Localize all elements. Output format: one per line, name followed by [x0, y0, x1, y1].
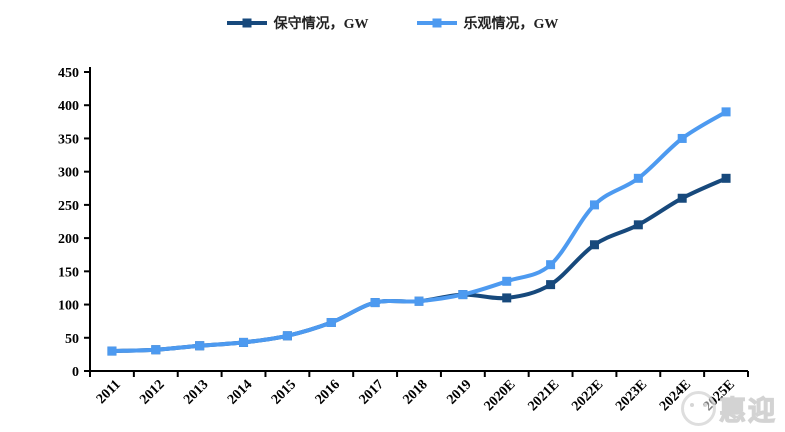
x-tick-label: 2014 — [225, 377, 255, 407]
x-tick-label: 2023E — [613, 377, 650, 414]
legend-item-conservative: 保守情况，GW — [226, 13, 369, 33]
data-point-optimistic-2023E — [633, 173, 643, 183]
legend-marker-conservative — [242, 18, 252, 28]
data-point-optimistic-2022E — [589, 200, 599, 210]
x-tick-label: 2013 — [181, 377, 211, 407]
legend-line-optimistic — [416, 18, 457, 28]
y-tick-label: 100 — [58, 299, 79, 314]
x-tick-label: 2021E — [525, 377, 562, 414]
data-point-optimistic-2014 — [239, 337, 249, 347]
data-point-optimistic-2012 — [151, 345, 161, 355]
y-tick-label: 200 — [58, 232, 79, 247]
data-point-optimistic-2019 — [458, 290, 468, 300]
x-tick-label: 2017 — [357, 377, 387, 407]
x-tick-label: 2016 — [313, 377, 343, 407]
data-point-conservative-2021E — [546, 280, 556, 290]
watermark: 惠迎 — [681, 389, 777, 428]
data-point-optimistic-2021E — [546, 260, 556, 270]
data-point-optimistic-2011 — [107, 346, 117, 356]
y-tick-label: 50 — [65, 332, 79, 347]
x-tick-label: 2019 — [444, 377, 474, 407]
data-point-optimistic-2018 — [414, 296, 424, 306]
chart-legend: 保守情况，GW 乐观情况，GW — [0, 13, 785, 33]
x-tick-label: 2020E — [482, 377, 519, 414]
y-tick-label: 300 — [58, 166, 79, 181]
y-tick-label: 250 — [58, 199, 79, 214]
data-point-optimistic-2020E — [502, 276, 512, 286]
legend-label-conservative: 保守情况，GW — [273, 17, 369, 32]
data-point-conservative-2024E — [677, 193, 687, 203]
data-point-conservative-2020E — [502, 293, 512, 303]
y-tick-label: 450 — [58, 66, 79, 81]
watermark-text: 惠迎 — [718, 395, 777, 426]
legend-line-conservative — [226, 18, 267, 28]
x-tick-label: 2015 — [269, 377, 299, 407]
data-point-conservative-2023E — [633, 220, 643, 230]
data-point-conservative-2022E — [589, 240, 599, 250]
legend-item-optimistic: 乐观情况，GW — [416, 13, 559, 33]
x-tick-label: 2011 — [94, 377, 124, 407]
legend-label-optimistic: 乐观情况，GW — [463, 17, 559, 32]
y-tick-label: 350 — [58, 132, 79, 147]
data-point-optimistic-2013 — [195, 341, 205, 351]
y-tick-label: 400 — [58, 99, 79, 114]
series-line-optimistic — [109, 109, 729, 354]
data-point-optimistic-2015 — [282, 331, 292, 341]
y-tick-label: 0 — [72, 365, 79, 380]
legend-marker-optimistic — [432, 18, 441, 28]
data-point-optimistic-2025E — [721, 107, 731, 117]
x-tick-label: 2022E — [569, 377, 606, 414]
x-tick-label: 2018 — [400, 377, 430, 407]
watermark-logo-icon — [681, 391, 716, 426]
x-tick-label: 2012 — [137, 377, 167, 407]
data-point-optimistic-2016 — [326, 317, 336, 327]
data-point-optimistic-2024E — [677, 133, 687, 143]
y-tick-label: 150 — [58, 265, 79, 280]
series-line-conservative — [109, 176, 729, 354]
data-point-optimistic-2017 — [370, 298, 380, 308]
data-point-conservative-2025E — [721, 173, 731, 183]
